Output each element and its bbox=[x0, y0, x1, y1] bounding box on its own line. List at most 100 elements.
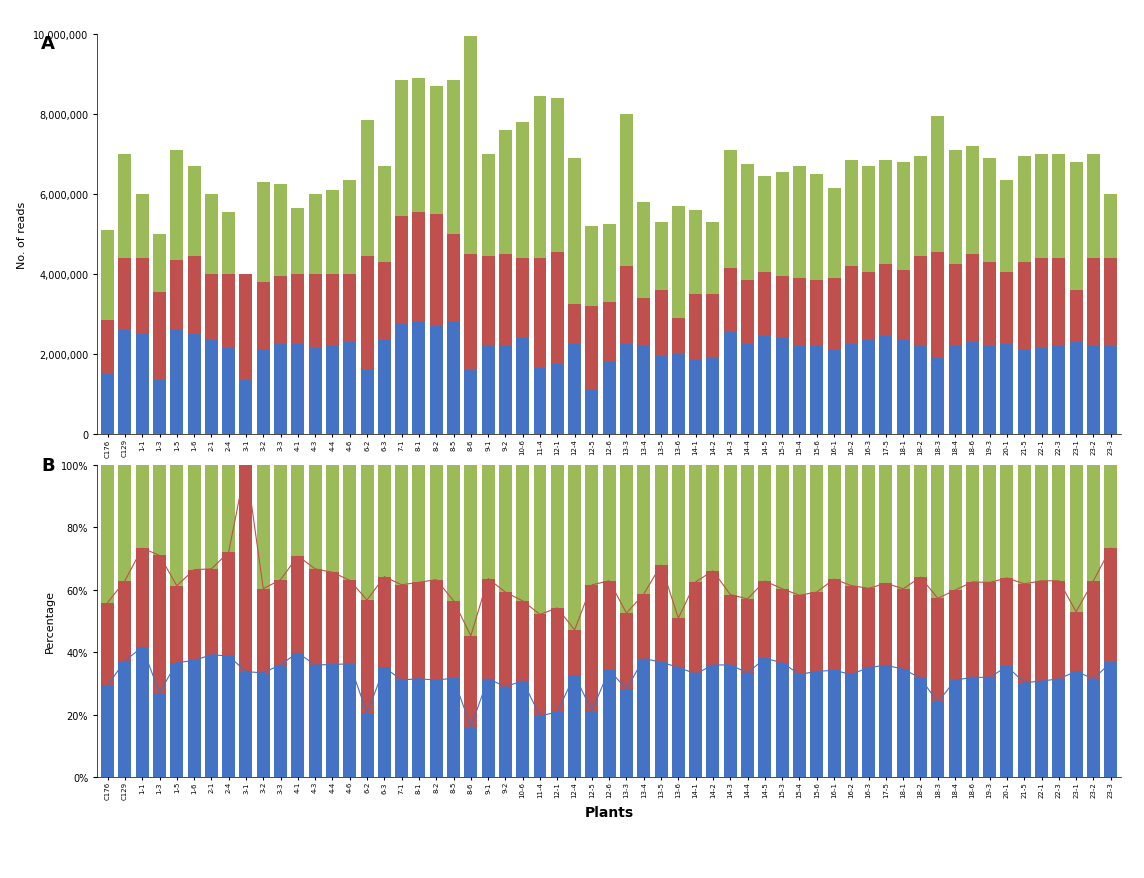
Bar bbox=[810, 347, 824, 435]
Bar bbox=[793, 347, 805, 435]
Bar bbox=[1052, 465, 1065, 581]
Bar bbox=[395, 680, 408, 777]
Bar bbox=[827, 579, 841, 671]
Bar bbox=[430, 465, 443, 580]
Bar bbox=[256, 673, 270, 777]
Bar bbox=[550, 608, 564, 712]
Bar bbox=[793, 465, 805, 595]
Bar bbox=[275, 580, 287, 665]
Bar bbox=[844, 267, 858, 345]
Bar bbox=[793, 279, 805, 347]
Bar bbox=[378, 577, 391, 667]
Bar bbox=[810, 672, 824, 777]
Bar bbox=[222, 656, 236, 777]
Bar bbox=[672, 319, 685, 355]
Bar bbox=[430, 580, 443, 680]
Bar bbox=[309, 465, 321, 569]
Bar bbox=[1104, 195, 1118, 259]
Bar bbox=[499, 593, 511, 687]
Bar bbox=[827, 350, 841, 435]
Bar bbox=[966, 465, 979, 582]
Bar bbox=[447, 679, 460, 777]
Bar bbox=[136, 195, 149, 259]
Bar bbox=[586, 391, 598, 435]
Bar bbox=[586, 465, 598, 586]
Bar bbox=[550, 712, 564, 777]
Bar bbox=[844, 345, 858, 435]
Bar bbox=[533, 465, 547, 615]
Bar bbox=[1035, 465, 1048, 581]
Bar bbox=[586, 306, 598, 391]
Bar bbox=[827, 671, 841, 777]
Bar bbox=[447, 601, 460, 679]
Bar bbox=[1070, 342, 1082, 435]
Bar bbox=[758, 465, 771, 581]
Bar bbox=[914, 157, 927, 257]
Bar bbox=[1001, 579, 1014, 666]
Bar bbox=[326, 347, 339, 435]
Bar bbox=[188, 570, 200, 661]
Bar bbox=[1035, 681, 1048, 777]
Bar bbox=[724, 333, 737, 435]
Bar bbox=[776, 465, 788, 589]
Bar bbox=[966, 255, 979, 342]
Bar bbox=[724, 151, 737, 269]
Bar bbox=[516, 259, 530, 339]
Bar bbox=[256, 283, 270, 350]
Bar bbox=[101, 375, 114, 435]
Bar bbox=[533, 97, 547, 259]
Bar bbox=[222, 349, 236, 435]
Bar bbox=[170, 663, 183, 777]
Bar bbox=[447, 323, 460, 435]
Bar bbox=[620, 689, 633, 777]
Bar bbox=[931, 359, 944, 435]
Bar bbox=[101, 686, 114, 777]
Bar bbox=[654, 223, 668, 291]
Bar bbox=[188, 257, 200, 335]
Bar bbox=[1018, 465, 1031, 584]
Bar bbox=[205, 569, 217, 655]
Bar bbox=[569, 630, 581, 675]
Bar bbox=[1001, 273, 1014, 345]
Bar bbox=[326, 665, 339, 777]
Bar bbox=[153, 693, 166, 777]
Bar bbox=[239, 465, 253, 672]
Bar bbox=[464, 37, 477, 255]
Bar bbox=[170, 587, 183, 663]
Text: A: A bbox=[41, 35, 55, 53]
Bar bbox=[256, 183, 270, 283]
Bar bbox=[360, 257, 374, 371]
Bar bbox=[239, 275, 253, 381]
Bar bbox=[326, 465, 339, 572]
Bar bbox=[586, 586, 598, 711]
Bar bbox=[948, 265, 962, 347]
Bar bbox=[275, 345, 287, 435]
Bar bbox=[827, 279, 841, 350]
Bar bbox=[222, 275, 236, 349]
Bar bbox=[654, 356, 668, 435]
Bar bbox=[170, 261, 183, 331]
Bar bbox=[136, 549, 149, 647]
Bar bbox=[689, 211, 702, 295]
Bar bbox=[153, 556, 166, 693]
Bar bbox=[430, 680, 443, 777]
Bar bbox=[793, 595, 805, 674]
Bar bbox=[550, 465, 564, 608]
Bar bbox=[948, 465, 962, 591]
Bar bbox=[637, 594, 650, 658]
Bar bbox=[672, 667, 685, 777]
X-axis label: Plants: Plants bbox=[585, 805, 634, 819]
Bar bbox=[689, 361, 702, 435]
Bar bbox=[153, 465, 166, 556]
Bar bbox=[119, 155, 132, 259]
Bar bbox=[1070, 672, 1082, 777]
Bar bbox=[222, 212, 236, 275]
Y-axis label: No. of reads: No. of reads bbox=[17, 201, 27, 269]
Bar bbox=[326, 275, 339, 347]
Bar bbox=[1104, 347, 1118, 435]
Bar bbox=[413, 323, 426, 435]
Bar bbox=[844, 674, 858, 777]
Bar bbox=[603, 363, 615, 435]
Bar bbox=[569, 305, 581, 345]
Bar bbox=[413, 212, 426, 323]
